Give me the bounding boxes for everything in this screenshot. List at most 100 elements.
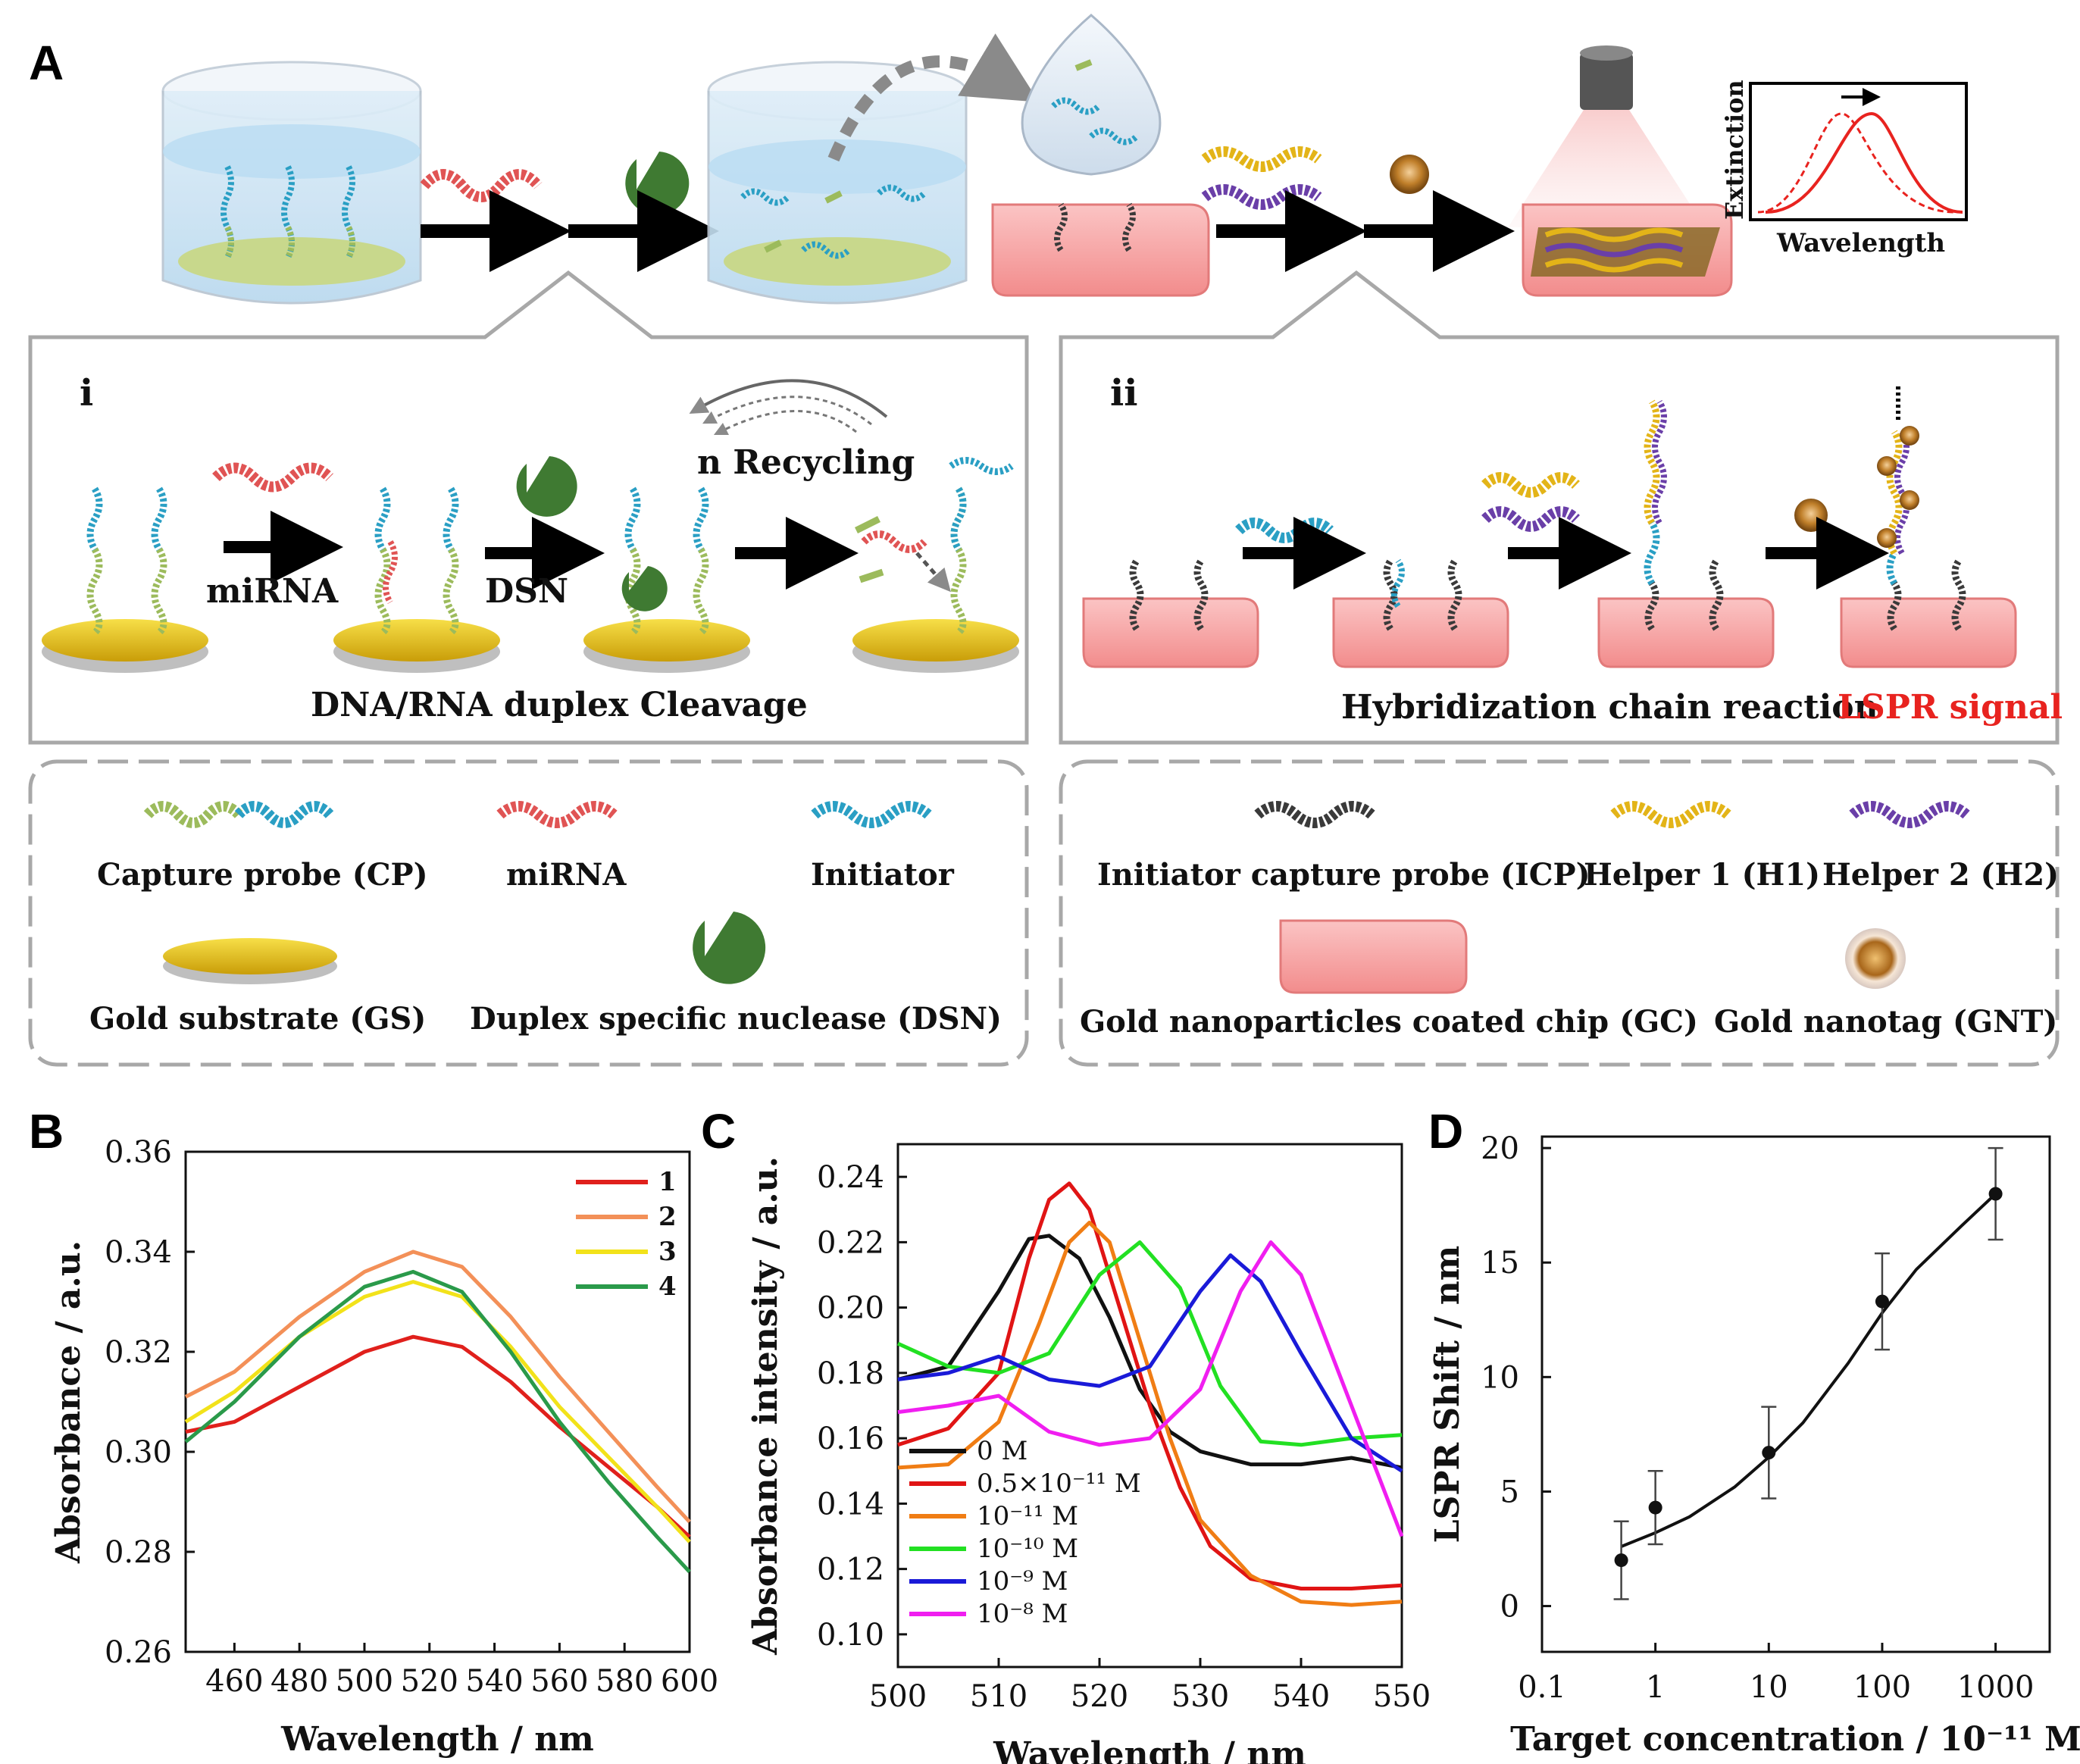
extinction-axis-label: Extinction — [1720, 80, 1749, 220]
legend-label: 10⁻¹⁰ M — [977, 1534, 1078, 1564]
dsn-arrow-label: DSN — [485, 572, 568, 611]
legend-h2: Helper 2 (H2) — [1822, 857, 2059, 893]
data-point — [1762, 1446, 1776, 1460]
y-tick-label: 0.32 — [105, 1335, 172, 1370]
x-tick-label: 0.1 — [1518, 1670, 1566, 1705]
y-tick-label: 0.20 — [817, 1291, 884, 1326]
chip-top — [991, 202, 1210, 297]
panel-label-i: i — [80, 372, 93, 414]
x-tick-label: 540 — [1272, 1679, 1330, 1714]
data-point — [1614, 1553, 1628, 1568]
fit-curve — [1620, 1193, 1997, 1548]
beaker-1 — [161, 61, 422, 305]
panel-i-step-2 — [333, 486, 500, 673]
legend-label: 0 M — [977, 1436, 1027, 1466]
x-tick-label: 500 — [869, 1679, 927, 1714]
legend-label: 10⁻¹¹ M — [977, 1501, 1078, 1531]
chart-c: 500 510 520 530 540 550 0.10 0.12 0.14 0.16 0.18 0.… — [746, 1143, 1431, 1764]
h1-strand-top — [1201, 146, 1322, 172]
legend-initiator: Initiator — [811, 857, 955, 893]
panel-ii-signal: LSPR signal — [1838, 688, 2063, 727]
x-tick-label: 530 — [1171, 1679, 1229, 1714]
y-tick-label: 0.14 — [817, 1487, 884, 1522]
x-tick-label: 1000 — [1957, 1670, 2035, 1705]
dsn-enzyme-top — [625, 152, 690, 215]
legend-gnt: Gold nanotag (GNT) — [1714, 1004, 2057, 1040]
mirna-strand-i — [212, 462, 333, 493]
legend-right: Initiator capture probe (ICP) Helper 1 (… — [1080, 801, 2059, 1040]
series-line — [897, 1181, 1403, 1590]
x-tick-label: 550 — [1373, 1679, 1431, 1714]
plot-frame — [1540, 1135, 2051, 1653]
y-tick-label: 0.18 — [817, 1356, 884, 1391]
y-tick-label: 0 — [1500, 1590, 1519, 1625]
legend-left: Capture probe (CP) miRNA Initiator Gold … — [89, 801, 1002, 1037]
mirna-arrow-label: miRNA — [206, 572, 339, 611]
panel-label-b: B — [29, 1104, 64, 1159]
y-tick-label: 0.34 — [105, 1235, 172, 1270]
legend-gold-substrate: Gold substrate (GS) — [89, 1001, 426, 1037]
panel-ii-caption: Hybridization chain reaction — [1341, 688, 1878, 727]
recycling-arrows — [689, 379, 888, 436]
legend-label: 1 — [658, 1167, 677, 1197]
y-axis-title: Absorbance / a.u. — [49, 1240, 88, 1564]
chart-d: 0.1 1 10 100 1000 0 5 10 15 20 Target concentratio… — [1428, 1131, 2080, 1759]
y-tick-label: 0.36 — [105, 1135, 172, 1170]
y-tick-label: 0.22 — [817, 1225, 884, 1260]
h2-strand-top — [1201, 184, 1322, 210]
y-tick-label: 10 — [1481, 1360, 1519, 1395]
x-tick-label: 460 — [205, 1664, 263, 1699]
y-tick-label: 0.12 — [817, 1553, 884, 1587]
droplet — [1021, 14, 1162, 176]
panel-i-step-1 — [42, 486, 208, 673]
series-line — [184, 1250, 691, 1524]
x-tick-label: 480 — [271, 1664, 328, 1699]
data-point — [1988, 1187, 2003, 1201]
panel-label-a: A — [29, 36, 64, 90]
x-tick-label: 580 — [596, 1664, 653, 1699]
series-line — [896, 1240, 1403, 1447]
panel-ii-step-4 — [1840, 386, 2017, 668]
beaker-2 — [707, 61, 968, 305]
x-axis-title: Wavelength / nm — [280, 1720, 594, 1759]
y-axis-title: LSPR Shift / nm — [1428, 1246, 1467, 1544]
series-line — [184, 1280, 691, 1544]
series-line — [184, 1269, 691, 1574]
panel-ii-step-1 — [1082, 558, 1259, 668]
legend-capture-probe: Capture probe (CP) — [97, 857, 428, 893]
panel-ii-step-2 — [1332, 558, 1509, 668]
data-point — [1875, 1294, 1889, 1309]
legend-left-frame — [28, 759, 1029, 1067]
x-tick-label: 560 — [530, 1664, 588, 1699]
series-line — [897, 1253, 1403, 1473]
x-tick-label: 540 — [465, 1664, 523, 1699]
series-line — [185, 1334, 691, 1539]
panel-ii-frame — [1059, 270, 2060, 745]
data-point — [1648, 1500, 1662, 1515]
panel-ii-step-3 — [1597, 399, 1775, 668]
gnt-bead-top — [1390, 155, 1429, 194]
plot-frame — [184, 1150, 691, 1653]
legend-label: 2 — [658, 1202, 677, 1232]
legend-label: 10⁻⁸ M — [977, 1599, 1068, 1629]
y-tick-label: 0.10 — [817, 1618, 884, 1653]
panel-label-ii: ii — [1110, 372, 1137, 414]
legend-h1: Helper 1 (H1) — [1584, 857, 1820, 893]
x-tick-label: 100 — [1853, 1670, 1911, 1705]
y-tick-label: 20 — [1481, 1131, 1519, 1166]
legend-dsn: Duplex specific nuclease (DSN) — [470, 1001, 1002, 1037]
panel-i-caption: DNA/RNA duplex Cleavage — [311, 686, 808, 724]
y-tick-label: 0.24 — [817, 1160, 884, 1195]
panel-i-step-4 — [852, 457, 1019, 673]
legend-gc: Gold nanoparticles coated chip (GC) — [1080, 1004, 1698, 1040]
legend-label: 0.5×10⁻¹¹ M — [977, 1468, 1141, 1499]
y-tick-label: 15 — [1481, 1246, 1519, 1281]
panel-i-step-3 — [583, 486, 750, 673]
y-tick-label: 0.16 — [817, 1422, 884, 1456]
series-line — [897, 1234, 1403, 1470]
detection-chip — [1522, 203, 1733, 297]
wavelength-axis-label: Wavelength — [1776, 228, 1945, 258]
panel-label-d: D — [1428, 1104, 1463, 1159]
y-tick-label: 0.30 — [105, 1435, 172, 1470]
